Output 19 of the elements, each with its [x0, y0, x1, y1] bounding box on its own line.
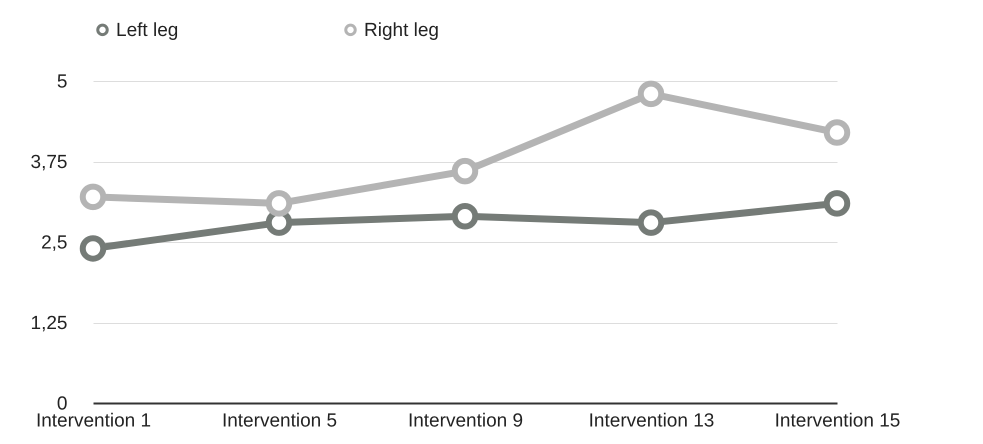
y-tick-label: 3,75 — [30, 152, 68, 173]
point — [638, 209, 664, 236]
point — [266, 190, 292, 217]
legend-label: Right leg — [364, 20, 439, 41]
point — [452, 158, 478, 184]
y-tick-label: 2,5 — [41, 232, 68, 254]
point — [638, 80, 664, 108]
legend-label: Left leg — [116, 20, 178, 41]
point — [824, 119, 850, 146]
x-tick-label: Intervention 9 — [408, 410, 524, 432]
point — [80, 235, 106, 262]
point — [452, 203, 478, 230]
x-tick-label: Intervention 15 — [774, 410, 900, 432]
x-tick-label: Intervention 5 — [222, 410, 338, 432]
y-tick-label: 5 — [56, 72, 68, 92]
x-tick-label: Intervention 13 — [588, 410, 714, 432]
y-tick-label: 1,25 — [30, 313, 68, 334]
point — [824, 190, 850, 217]
point — [80, 184, 106, 210]
